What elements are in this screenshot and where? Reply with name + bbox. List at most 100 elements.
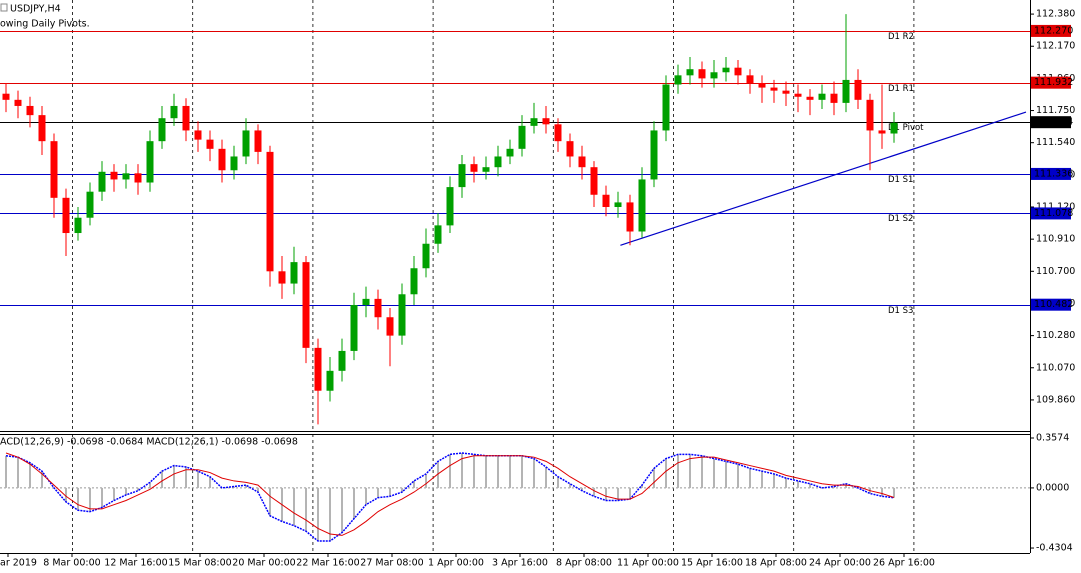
candle-body <box>530 118 538 126</box>
candle-body <box>338 350 346 371</box>
candle-body <box>374 298 382 318</box>
candle-body <box>194 130 202 140</box>
y-tick-label: 111.540 <box>1036 137 1075 148</box>
y-tick-label: 110.700 <box>1036 266 1075 277</box>
y-tick-label: 109.860 <box>1036 394 1075 405</box>
pivot-name: D1 R1 <box>888 84 914 94</box>
trendline <box>620 111 1027 246</box>
pivot-value-label: 112.270 <box>1034 25 1073 36</box>
candle-body <box>326 370 334 391</box>
candle-body <box>506 148 514 157</box>
x-tick-label: 15 Apr 16:00 <box>681 558 743 569</box>
candle-body <box>494 156 502 168</box>
candle-body <box>746 75 754 83</box>
pivot-value-box <box>1031 207 1071 220</box>
indicator-note: owing Daily Pivots. <box>0 19 90 30</box>
candle-body <box>458 164 466 188</box>
pivot-value-label: 111.336 <box>1034 168 1073 179</box>
candle-body <box>122 173 130 180</box>
candle-body <box>686 69 694 76</box>
candle-body <box>578 156 586 168</box>
candle-body <box>50 141 58 198</box>
x-tick-label: 11 Apr 00:00 <box>617 558 679 569</box>
macd-y-tick-label: 0.0000 <box>1036 482 1069 493</box>
candle-body <box>62 197 70 234</box>
candle-body <box>446 187 454 226</box>
x-tick-label: 26 Apr 16:00 <box>873 558 935 569</box>
x-tick-label: 1 Apr 00:00 <box>428 558 484 569</box>
candle-body <box>422 243 430 269</box>
macd-y-tick-label: 0.3574 <box>1036 432 1069 443</box>
candle-body <box>410 268 418 295</box>
candle-body <box>170 105 178 119</box>
pivot-value-label: 111.932 <box>1034 77 1073 88</box>
pivot-name: D1 S2 <box>888 214 913 224</box>
candle-body <box>662 84 670 131</box>
x-tick-label: 8 Apr 08:00 <box>556 558 612 569</box>
symbol-icon <box>0 3 8 12</box>
signal-line <box>5 452 895 536</box>
pivot-value-box <box>1031 167 1071 180</box>
macd-y-tick-label: -0.4304 <box>1036 543 1073 554</box>
candle-body <box>770 87 778 91</box>
candle-body <box>614 202 622 208</box>
candle-body <box>854 79 862 100</box>
candle-body <box>674 75 682 85</box>
candle-body <box>866 99 874 131</box>
x-tick-label: 15 Mar 08:00 <box>168 558 231 569</box>
candle-body <box>290 262 298 284</box>
candle-body <box>398 294 406 336</box>
y-tick-label: 112.170 <box>1036 41 1075 52</box>
pivot-name: D1 R2 <box>888 32 914 42</box>
candle-body <box>362 298 370 305</box>
macd-line <box>5 452 895 542</box>
candle-body <box>302 262 310 348</box>
y-tick-label: 111.750 <box>1036 105 1075 116</box>
pivot-value-box <box>1031 24 1071 37</box>
x-tick-label: 18 Apr 08:00 <box>745 558 807 569</box>
candle-body <box>266 151 274 272</box>
candle-body <box>626 202 634 232</box>
candle-body <box>890 122 898 134</box>
candle-body <box>566 141 574 157</box>
candle-body <box>86 191 94 218</box>
pivot-name: D1 S1 <box>888 175 913 185</box>
candle-body <box>314 347 322 391</box>
x-tick-label: 27 Mar 08:00 <box>360 558 423 569</box>
x-tick-label: 22 Mar 16:00 <box>296 558 359 569</box>
candle-body <box>218 148 226 171</box>
candle-body <box>242 130 250 157</box>
candle-body <box>542 118 550 125</box>
candle-body <box>842 79 850 103</box>
candle-body <box>182 105 190 131</box>
candle-body <box>434 225 442 244</box>
candle-body <box>26 105 34 116</box>
candle-body <box>278 271 286 284</box>
candle-body <box>710 72 718 79</box>
pivot-name: D1 Pivot <box>888 123 924 133</box>
pivot-value-label: 110.482 <box>1034 299 1073 310</box>
x-tick-label: ar 2019 <box>0 558 37 569</box>
candle-body <box>38 115 46 142</box>
candle-body <box>734 67 742 76</box>
candle-body <box>254 130 262 152</box>
candle-body <box>554 124 562 142</box>
candle-body <box>638 179 646 232</box>
candle-body <box>2 93 10 100</box>
candle-body <box>386 317 394 336</box>
candle-body <box>206 139 214 149</box>
y-tick-label: 110.280 <box>1036 330 1075 341</box>
candle-body <box>146 141 154 183</box>
candle-body <box>794 93 802 97</box>
pivot-value-label: 111.674 <box>1034 117 1073 128</box>
candle-body <box>806 96 814 100</box>
candle-body <box>230 156 238 171</box>
y-tick-label: 110.070 <box>1036 362 1075 373</box>
candle-body <box>110 171 118 180</box>
x-tick-label: 24 Apr 00:00 <box>809 558 871 569</box>
candle-body <box>830 93 838 103</box>
pivot-name: D1 S3 <box>888 306 913 316</box>
y-tick-label: 110.910 <box>1036 234 1075 245</box>
